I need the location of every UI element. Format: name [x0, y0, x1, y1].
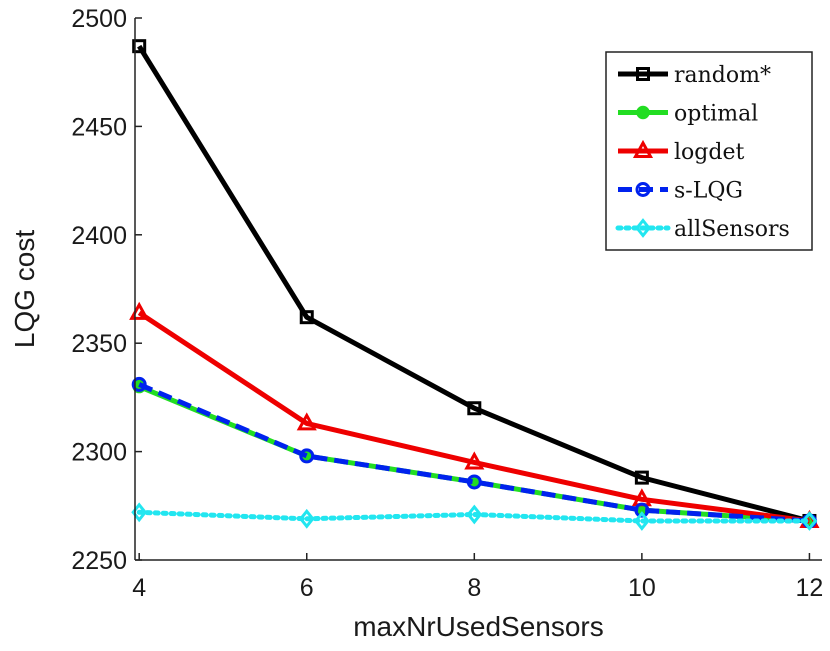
legend-marker — [636, 105, 650, 120]
y-tick-label: 2500 — [71, 5, 127, 33]
legend-label: optimal — [674, 102, 758, 127]
data-point — [464, 451, 485, 470]
x-tick-label: 10 — [628, 574, 656, 602]
y-tick-label: 2400 — [71, 222, 127, 250]
data-point — [299, 448, 315, 464]
series-logdet — [129, 301, 820, 528]
data-point — [633, 511, 650, 531]
series-line — [138, 382, 810, 524]
legend-marker — [636, 67, 650, 81]
y-axis-title: LQG cost — [9, 230, 40, 348]
data-point — [634, 470, 649, 485]
y-tick-label: 2350 — [71, 330, 127, 358]
data-point — [466, 504, 483, 525]
legend-item: logdet — [618, 139, 744, 165]
series-layer — [129, 39, 820, 531]
x-tick-label: 6 — [300, 574, 314, 602]
legend-item: s-LQG — [618, 179, 743, 204]
series-random- — [132, 39, 817, 528]
data-point — [466, 474, 482, 490]
x-tick-label: 12 — [796, 574, 824, 602]
series-line — [137, 44, 811, 524]
data-point — [131, 376, 147, 392]
data-point — [801, 511, 818, 531]
y-tick-label: 2300 — [71, 439, 127, 467]
y-tick-label: 2250 — [71, 547, 127, 575]
legend-label: s-LQG — [674, 179, 743, 204]
x-tick-label: 4 — [132, 574, 146, 602]
legend-item: random* — [618, 63, 771, 88]
series-line — [136, 509, 812, 524]
legend-marker — [635, 182, 651, 197]
legend-label: random* — [674, 63, 771, 88]
data-point — [634, 502, 650, 518]
legend-marker — [632, 139, 654, 158]
series-line — [137, 310, 810, 524]
axes: 2250 2300 2350 2400 2450 2500 4 6 8 10 12 — [71, 5, 823, 602]
data-point — [132, 39, 147, 54]
series-allsensors — [131, 502, 818, 531]
data-point — [296, 412, 317, 431]
data-point — [299, 310, 314, 325]
legend-label: allSensors — [674, 217, 790, 242]
legend-label: logdet — [674, 140, 744, 165]
data-point — [129, 301, 150, 320]
x-tick-label: 8 — [467, 574, 481, 602]
y-tick-label: 2450 — [71, 113, 127, 141]
data-point — [298, 508, 315, 529]
legend-item: allSensors — [615, 217, 790, 242]
legend-marker — [635, 218, 651, 238]
legend-item: optimal — [618, 102, 758, 127]
x-axis-title: maxNrUsedSensors — [353, 611, 604, 642]
data-point — [467, 401, 482, 416]
legend: random* optimal logdet s-LQG allSensors — [605, 51, 813, 251]
